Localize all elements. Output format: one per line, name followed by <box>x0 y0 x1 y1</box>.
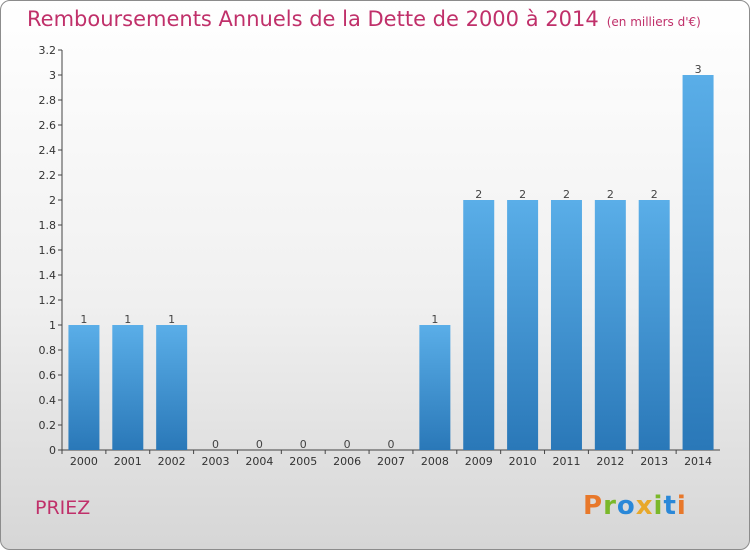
logo-letter: o <box>616 491 636 521</box>
x-tick-label: 2005 <box>289 455 317 468</box>
bar-2013 <box>638 200 670 450</box>
logo-letter: i <box>653 491 664 521</box>
logo-letter: x <box>635 491 654 521</box>
x-tick-label: 2002 <box>158 455 186 468</box>
x-tick-label: 2009 <box>465 455 493 468</box>
y-tick-label: 0 <box>49 444 56 457</box>
logo-letter: P <box>583 491 604 521</box>
bar-2009 <box>463 200 495 450</box>
y-tick-label: 0.4 <box>39 394 57 407</box>
x-tick-label: 2007 <box>377 455 405 468</box>
data-label: 2 <box>519 188 526 201</box>
data-label: 0 <box>212 438 219 451</box>
y-tick-label: 1.8 <box>39 219 57 232</box>
y-tick-label: 0.2 <box>39 419 57 432</box>
data-label: 1 <box>80 313 87 326</box>
data-label: 1 <box>168 313 175 326</box>
logo-letter: i <box>676 491 687 521</box>
data-label: 2 <box>607 188 614 201</box>
y-tick-label: 2.8 <box>39 94 57 107</box>
proxiti-logo: Proxiti <box>583 491 687 521</box>
x-tick-label: 2010 <box>509 455 537 468</box>
title-text: Remboursements Annuels de la Dette de 20… <box>27 7 599 31</box>
x-tick-label: 2012 <box>596 455 624 468</box>
y-tick-label: 3.2 <box>39 44 57 57</box>
data-label: 2 <box>563 188 570 201</box>
y-tick-label: 1 <box>49 319 56 332</box>
y-tick-label: 1.6 <box>39 244 57 257</box>
bar-2010 <box>507 200 539 450</box>
y-tick-label: 3 <box>49 69 56 82</box>
y-tick-label: 1.4 <box>39 269 57 282</box>
bar-2012 <box>594 200 626 450</box>
bar-2014 <box>682 75 714 450</box>
y-tick-label: 2 <box>49 194 56 207</box>
bar-2001 <box>112 325 144 450</box>
bar-2008 <box>419 325 451 450</box>
data-label: 1 <box>431 313 438 326</box>
x-tick-label: 2000 <box>70 455 98 468</box>
y-tick-label: 0.6 <box>39 369 57 382</box>
x-tick-label: 2001 <box>114 455 142 468</box>
bar-2002 <box>156 325 188 450</box>
x-tick-label: 2004 <box>245 455 273 468</box>
x-tick-label: 2006 <box>333 455 361 468</box>
logo-letter: r <box>603 491 617 521</box>
x-tick-label: 2013 <box>640 455 668 468</box>
data-label: 2 <box>475 188 482 201</box>
x-tick-label: 2011 <box>552 455 580 468</box>
y-tick-label: 2.4 <box>39 144 57 157</box>
data-label: 0 <box>256 438 263 451</box>
x-tick-label: 2008 <box>421 455 449 468</box>
x-tick-label: 2003 <box>202 455 230 468</box>
data-label: 2 <box>651 188 658 201</box>
data-label: 1 <box>124 313 131 326</box>
logo-letter: t <box>663 491 677 521</box>
bar-2000 <box>68 325 100 450</box>
y-tick-label: 2.6 <box>39 119 57 132</box>
data-label: 0 <box>388 438 395 451</box>
data-label: 0 <box>300 438 307 451</box>
x-tick-label: 2014 <box>684 455 712 468</box>
y-tick-label: 2.2 <box>39 169 57 182</box>
unit-label: (en milliers d'€) <box>606 15 701 29</box>
city-name: PRIEZ <box>35 497 91 519</box>
data-label: 0 <box>344 438 351 451</box>
y-tick-label: 0.8 <box>39 344 57 357</box>
bar-2011 <box>550 200 582 450</box>
chart-title: Remboursements Annuels de la Dette de 20… <box>27 7 701 31</box>
data-label: 3 <box>695 63 702 76</box>
y-tick-label: 1.2 <box>39 294 57 307</box>
